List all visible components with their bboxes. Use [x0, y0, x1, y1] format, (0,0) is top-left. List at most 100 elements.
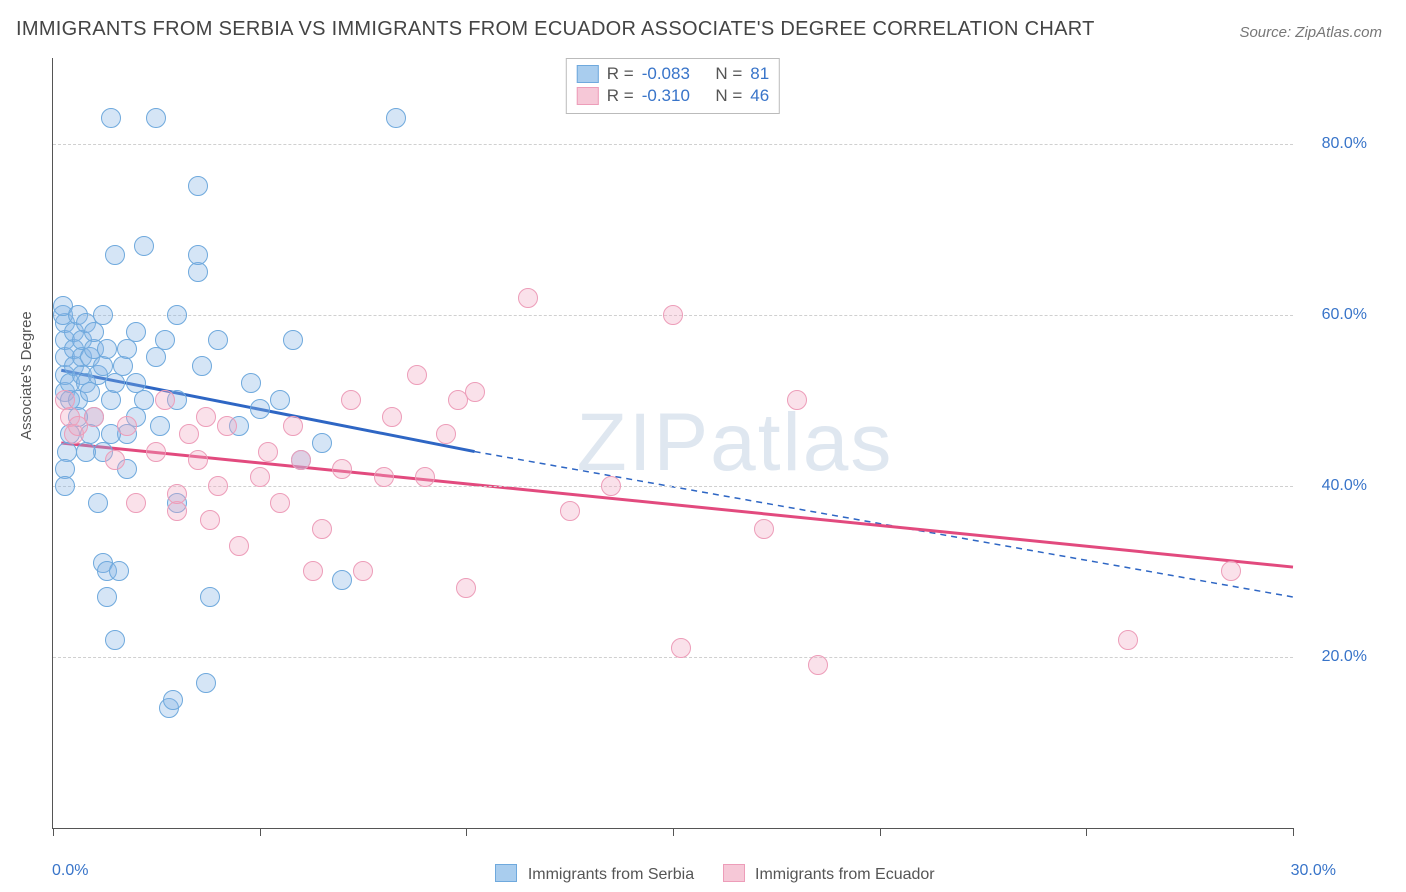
x-tick — [880, 828, 881, 836]
r-label: R = — [607, 63, 634, 85]
data-point — [250, 399, 270, 419]
data-point — [518, 288, 538, 308]
data-point — [93, 356, 113, 376]
legend-swatch-icon — [577, 87, 599, 105]
data-point — [84, 407, 104, 427]
data-point — [250, 467, 270, 487]
data-point — [229, 536, 249, 556]
data-point — [97, 587, 117, 607]
data-point — [754, 519, 774, 539]
data-point — [146, 347, 166, 367]
gridline — [53, 144, 1293, 145]
series-legend: Immigrants from Serbia Immigrants from E… — [0, 864, 1406, 884]
data-point — [126, 322, 146, 342]
data-point — [192, 356, 212, 376]
data-point — [787, 390, 807, 410]
data-point — [303, 561, 323, 581]
data-point — [146, 108, 166, 128]
legend-label-serbia: Immigrants from Serbia — [528, 866, 694, 883]
data-point — [283, 416, 303, 436]
x-tick — [1293, 828, 1294, 836]
x-axis-max-label: 30.0% — [1291, 862, 1336, 880]
data-point — [134, 236, 154, 256]
legend-swatch-icon — [723, 864, 745, 882]
data-point — [167, 305, 187, 325]
data-point — [163, 690, 183, 710]
data-point — [188, 176, 208, 196]
gridline — [53, 657, 1293, 658]
data-point — [101, 390, 121, 410]
data-point — [258, 442, 278, 462]
x-tick — [673, 828, 674, 836]
trend-lines-layer — [53, 58, 1293, 828]
data-point — [179, 424, 199, 444]
data-point — [167, 501, 187, 521]
data-point — [407, 365, 427, 385]
correlation-legend: R = -0.083 N = 81 R = -0.310 N = 46 — [566, 58, 780, 114]
n-label: N = — [715, 85, 742, 107]
data-point — [126, 493, 146, 513]
data-point — [386, 108, 406, 128]
data-point — [601, 476, 621, 496]
data-point — [456, 578, 476, 598]
data-point — [217, 416, 237, 436]
data-point — [76, 442, 96, 462]
data-point — [134, 390, 154, 410]
data-point — [109, 561, 129, 581]
data-point — [97, 339, 117, 359]
data-point — [113, 356, 133, 376]
data-point — [105, 630, 125, 650]
data-point — [208, 476, 228, 496]
data-point — [208, 330, 228, 350]
data-point — [155, 390, 175, 410]
data-point — [146, 442, 166, 462]
legend-swatch-icon — [577, 65, 599, 83]
source-attribution: Source: ZipAtlas.com — [1239, 24, 1382, 41]
legend-label-ecuador: Immigrants from Ecuador — [755, 866, 935, 883]
data-point — [312, 433, 332, 453]
n-value: 46 — [750, 85, 769, 107]
y-tick-label: 40.0% — [1307, 477, 1367, 495]
data-point — [283, 330, 303, 350]
data-point — [105, 245, 125, 265]
data-point — [105, 373, 125, 393]
data-point — [353, 561, 373, 581]
legend-swatch-icon — [495, 864, 517, 882]
r-value: -0.310 — [642, 85, 690, 107]
data-point — [55, 476, 75, 496]
data-point — [1221, 561, 1241, 581]
data-point — [80, 382, 100, 402]
x-tick — [53, 828, 54, 836]
x-tick — [260, 828, 261, 836]
data-point — [167, 484, 187, 504]
legend-row-serbia: R = -0.083 N = 81 — [577, 63, 769, 85]
data-point — [332, 570, 352, 590]
data-point — [1118, 630, 1138, 650]
data-point — [200, 587, 220, 607]
data-point — [312, 519, 332, 539]
data-point — [188, 262, 208, 282]
data-point — [332, 459, 352, 479]
x-axis-min-label: 0.0% — [52, 862, 88, 880]
data-point — [663, 305, 683, 325]
data-point — [101, 108, 121, 128]
y-tick-label: 80.0% — [1307, 135, 1367, 153]
x-tick — [1086, 828, 1087, 836]
data-point — [200, 510, 220, 530]
n-value: 81 — [750, 63, 769, 85]
data-point — [88, 493, 108, 513]
data-point — [150, 416, 170, 436]
data-point — [291, 450, 311, 470]
data-point — [241, 373, 261, 393]
data-point — [105, 450, 125, 470]
data-point — [188, 450, 208, 470]
data-point — [270, 493, 290, 513]
data-point — [196, 407, 216, 427]
data-point — [84, 322, 104, 342]
n-label: N = — [715, 63, 742, 85]
data-point — [436, 424, 456, 444]
data-point — [155, 330, 175, 350]
chart-title: IMMIGRANTS FROM SERBIA VS IMMIGRANTS FRO… — [16, 18, 1095, 41]
scatter-plot-area: ZIPatlas R = -0.083 N = 81 R = -0.310 N … — [52, 58, 1293, 829]
data-point — [808, 655, 828, 675]
